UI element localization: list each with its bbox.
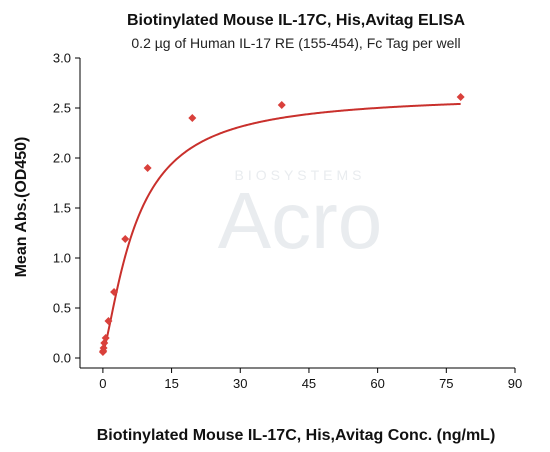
data-point	[121, 235, 130, 243]
y-tick-label: 1.5	[53, 201, 71, 216]
data-point	[277, 101, 286, 109]
watermark-sub: BIOSYSTEMS	[234, 167, 365, 183]
data-point	[99, 344, 108, 352]
data-point	[456, 93, 465, 101]
data-points	[98, 93, 465, 356]
y-tick-label: 3.0	[53, 51, 71, 66]
watermark-brand: Acro	[218, 176, 383, 265]
y-tick-label: 0.5	[53, 301, 71, 316]
x-axis-label: Biotinylated Mouse IL-17C, His,Avitag Co…	[97, 427, 496, 444]
watermark: BIOSYSTEMS Acro	[218, 167, 383, 265]
y-tick-label: 2.5	[53, 101, 71, 116]
y-tick-label: 0.0	[53, 351, 71, 366]
chart-title: Biotinylated Mouse IL-17C, His,Avitag EL…	[127, 12, 466, 29]
chart-subtitle: 0.2 µg of Human IL-17 RE (155-454), Fc T…	[131, 35, 460, 51]
y-tick-label: 1.0	[53, 251, 71, 266]
axes	[79, 58, 515, 369]
x-tick-label: 45	[302, 376, 316, 391]
data-point	[143, 164, 152, 172]
fit-curve	[101, 102, 461, 353]
data-point	[104, 317, 113, 325]
x-tick-label: 75	[439, 376, 453, 391]
x-tick-label: 60	[370, 376, 384, 391]
x-axis-ticks: 0 15 30 45 60 75 90	[99, 368, 522, 391]
x-tick-label: 0	[99, 376, 106, 391]
y-tick-label: 2.0	[53, 151, 71, 166]
x-tick-label: 90	[508, 376, 522, 391]
y-axis-ticks: 0.0 0.5 1.0 1.5 2.0 2.5 3.0	[53, 51, 80, 366]
x-tick-label: 15	[164, 376, 178, 391]
data-point	[101, 334, 110, 342]
data-point	[110, 288, 119, 296]
data-point	[188, 114, 197, 122]
x-tick-label: 30	[233, 376, 247, 391]
y-axis-label: Mean Abs.(OD450)	[13, 137, 30, 278]
